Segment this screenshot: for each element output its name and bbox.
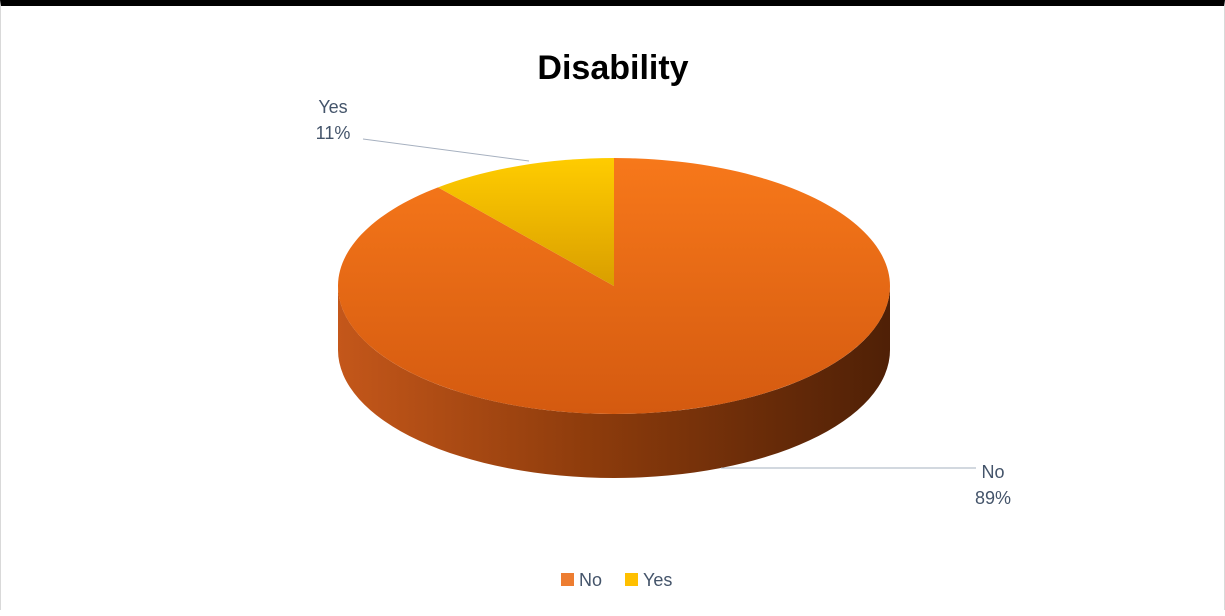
leader-line-yes [362,138,530,162]
legend: No Yes [561,570,672,590]
data-label-value-no: 89% [975,488,1011,508]
legend-label-yes: Yes [643,570,672,590]
pie-plot [338,158,890,478]
legend-swatch-no [561,573,574,586]
data-labels: No 89% Yes 11% [316,97,1011,508]
pie-slice-yes [438,158,614,286]
data-label-value-yes: 11% [316,123,351,143]
legend-swatch-yes [625,573,638,586]
chart-title: Disability [537,49,688,87]
data-label-category-yes: Yes [318,97,347,117]
pie-chart: Disability No 89% Yes 11% No Yes [316,49,1011,590]
data-label-category-no: No [981,462,1004,482]
pie-side-wall [338,286,890,478]
legend-label-no: No [579,570,602,590]
